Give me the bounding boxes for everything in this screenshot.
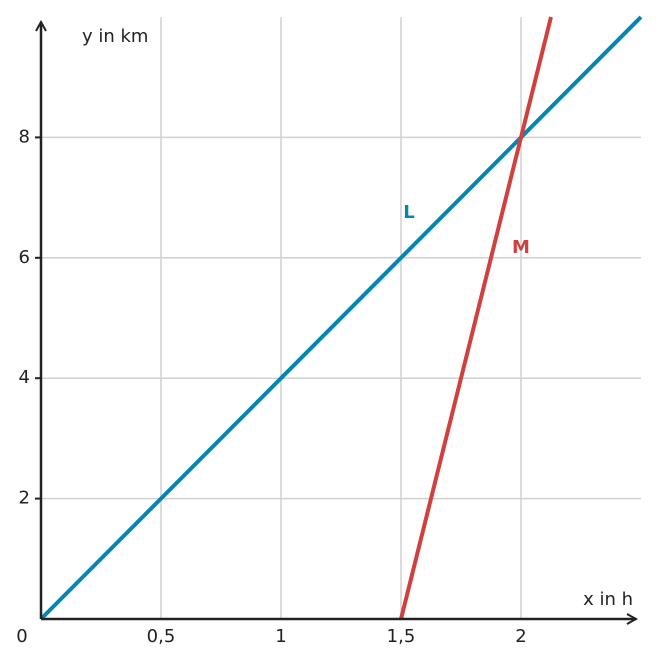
series-label: M bbox=[512, 237, 530, 258]
x-tick-label: 0,5 bbox=[147, 626, 176, 647]
x-tick-label: 1,5 bbox=[387, 626, 416, 647]
x-tick-label: 0 bbox=[16, 626, 27, 647]
y-axis-label: y in km bbox=[82, 26, 148, 47]
line-series bbox=[399, 16, 553, 620]
x-tick-label: 1 bbox=[275, 626, 286, 647]
y-tick-label: 8 bbox=[19, 126, 30, 147]
y-tick-label: 2 bbox=[19, 488, 30, 509]
y-tick-label: 4 bbox=[19, 367, 30, 388]
line-series bbox=[39, 15, 643, 621]
series-label: L bbox=[403, 202, 414, 223]
x-axis-label: x in h bbox=[583, 589, 633, 610]
y-tick-label: 6 bbox=[19, 247, 30, 268]
x-tick-label: 2 bbox=[515, 626, 526, 647]
